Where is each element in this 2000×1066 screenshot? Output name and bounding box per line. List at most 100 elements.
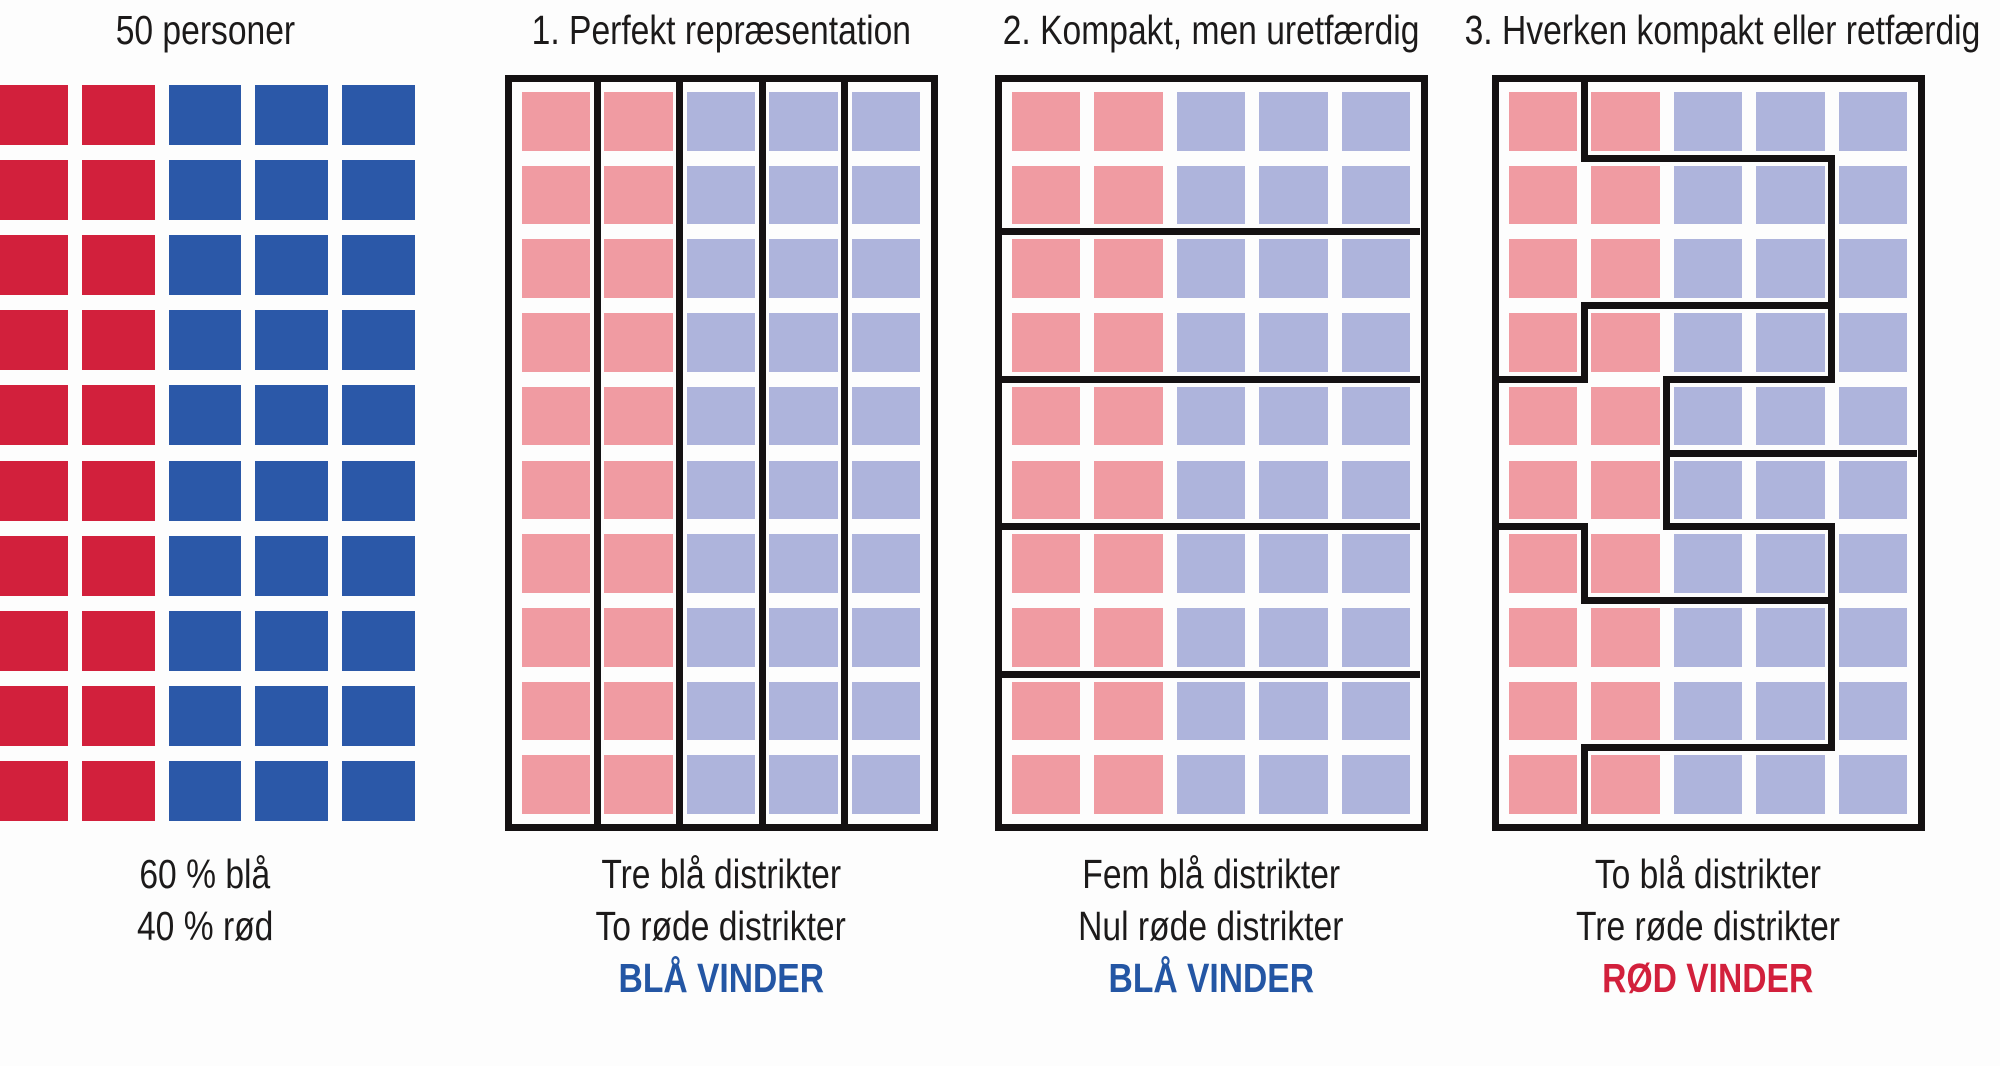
person-cell-blue <box>1673 460 1743 520</box>
person-cell-blue <box>1756 534 1825 593</box>
person-cell-blue <box>1176 681 1246 741</box>
person-cell-blue <box>1176 239 1246 299</box>
population-grid <box>0 75 415 831</box>
person-cell-red <box>1011 165 1081 225</box>
person-cell-blue <box>168 385 242 446</box>
person-cell-red <box>1094 460 1163 520</box>
district-boundary <box>1083 523 1174 531</box>
district-boundary <box>1248 228 1339 236</box>
panel-caption: Tre blå distrikter To røde distrikter BL… <box>421 848 1021 1004</box>
person-cell-red <box>604 460 673 520</box>
person-cell-red <box>81 685 155 746</box>
district-boundary <box>841 302 849 383</box>
person-cell-blue <box>769 165 838 225</box>
person-cell-red <box>0 685 68 746</box>
district-boundary <box>1663 375 1753 383</box>
person-cell-red <box>521 681 591 741</box>
district-boundary <box>1663 744 1753 752</box>
person-cell-red <box>1094 92 1163 151</box>
person-cell-red <box>521 239 591 299</box>
person-cell-blue <box>1176 755 1246 814</box>
person-cell-red <box>1011 386 1081 446</box>
person-cell-blue <box>168 685 242 746</box>
person-cell-blue <box>168 535 242 596</box>
district-boundary <box>841 82 849 162</box>
district-boundary <box>676 670 684 752</box>
panel-title: 1. Perfekt repræsentation <box>421 6 1021 54</box>
person-cell-blue <box>769 239 838 299</box>
caption-line: To røde distrikter <box>595 903 847 949</box>
person-cell-blue <box>255 760 329 821</box>
district-boundary <box>1828 449 1918 457</box>
person-cell-blue <box>686 607 756 667</box>
person-cell-blue <box>686 755 756 814</box>
district-boundary <box>1580 302 1588 383</box>
district-boundary <box>1663 596 1753 604</box>
person-cell-blue <box>1673 534 1743 593</box>
person-cell-blue <box>342 235 415 296</box>
person-cell-blue <box>1756 313 1825 372</box>
person-cell-blue <box>1176 607 1246 667</box>
person-cell-blue <box>255 460 329 521</box>
district-boundary <box>1083 670 1174 678</box>
person-cell-red <box>604 92 673 151</box>
district-boundary <box>1498 523 1588 531</box>
person-cell-red <box>0 535 68 596</box>
person-cell-red <box>1094 755 1163 814</box>
person-cell-red <box>1094 534 1163 593</box>
person-cell-red <box>1508 681 1578 741</box>
person-cell-blue <box>1756 239 1825 299</box>
person-cell-red <box>81 235 155 296</box>
district-boundary <box>593 228 601 310</box>
panel-caption: Fem blå distrikter Nul røde distrikter B… <box>911 848 1511 1004</box>
district-boundary <box>593 670 601 752</box>
person-cell-red <box>1011 92 1081 151</box>
person-cell-blue <box>1259 681 1328 741</box>
district-boundary <box>1580 302 1671 310</box>
person-cell-blue <box>769 681 838 741</box>
person-cell-red <box>81 460 155 521</box>
person-cell-blue <box>1838 534 1908 593</box>
person-cell-blue <box>1838 386 1908 446</box>
person-cell-red <box>521 92 591 151</box>
person-cell-blue <box>168 235 242 296</box>
district-boundary <box>1166 670 1256 678</box>
person-cell-red <box>1591 313 1660 372</box>
caption-row: Tre røde distrikter <box>1408 900 2000 952</box>
person-cell-blue <box>342 610 415 671</box>
district-boundary <box>1580 523 1588 604</box>
person-cell-blue <box>1341 165 1411 225</box>
district-boundary <box>1331 670 1421 678</box>
person-cell-blue <box>1673 607 1743 667</box>
district-boundary <box>758 744 766 824</box>
person-cell-red <box>1508 92 1578 151</box>
district-frame <box>504 75 938 831</box>
person-cell-red <box>1591 607 1660 667</box>
district-boundary <box>1001 375 1091 383</box>
person-cell-blue <box>851 313 921 372</box>
caption-row: 40 % rød <box>0 900 505 952</box>
person-cell-red <box>1011 755 1081 814</box>
person-cell-red <box>1508 607 1578 667</box>
person-cell-blue <box>686 165 756 225</box>
person-cell-blue <box>1838 755 1908 814</box>
person-cell-red <box>521 386 591 446</box>
person-cell-blue <box>769 755 838 814</box>
district-boundary <box>1331 523 1421 531</box>
person-cell-red <box>1094 681 1163 741</box>
verdict-label: RØD VINDER <box>1602 955 1814 1001</box>
person-cell-blue <box>1756 386 1825 446</box>
district-boundary <box>593 375 601 457</box>
person-cell-blue <box>1259 386 1328 446</box>
district-boundary <box>758 154 766 236</box>
person-cell-red <box>1508 165 1578 225</box>
person-cell-red <box>1591 755 1660 814</box>
district-boundary <box>1663 523 1753 531</box>
person-cell-red <box>521 313 591 372</box>
person-cell-blue <box>686 239 756 299</box>
person-cell-blue <box>1838 165 1908 225</box>
person-cell-blue <box>851 534 921 593</box>
person-cell-blue <box>168 460 242 521</box>
person-cell-blue <box>769 92 838 151</box>
person-cell-blue <box>342 760 415 821</box>
